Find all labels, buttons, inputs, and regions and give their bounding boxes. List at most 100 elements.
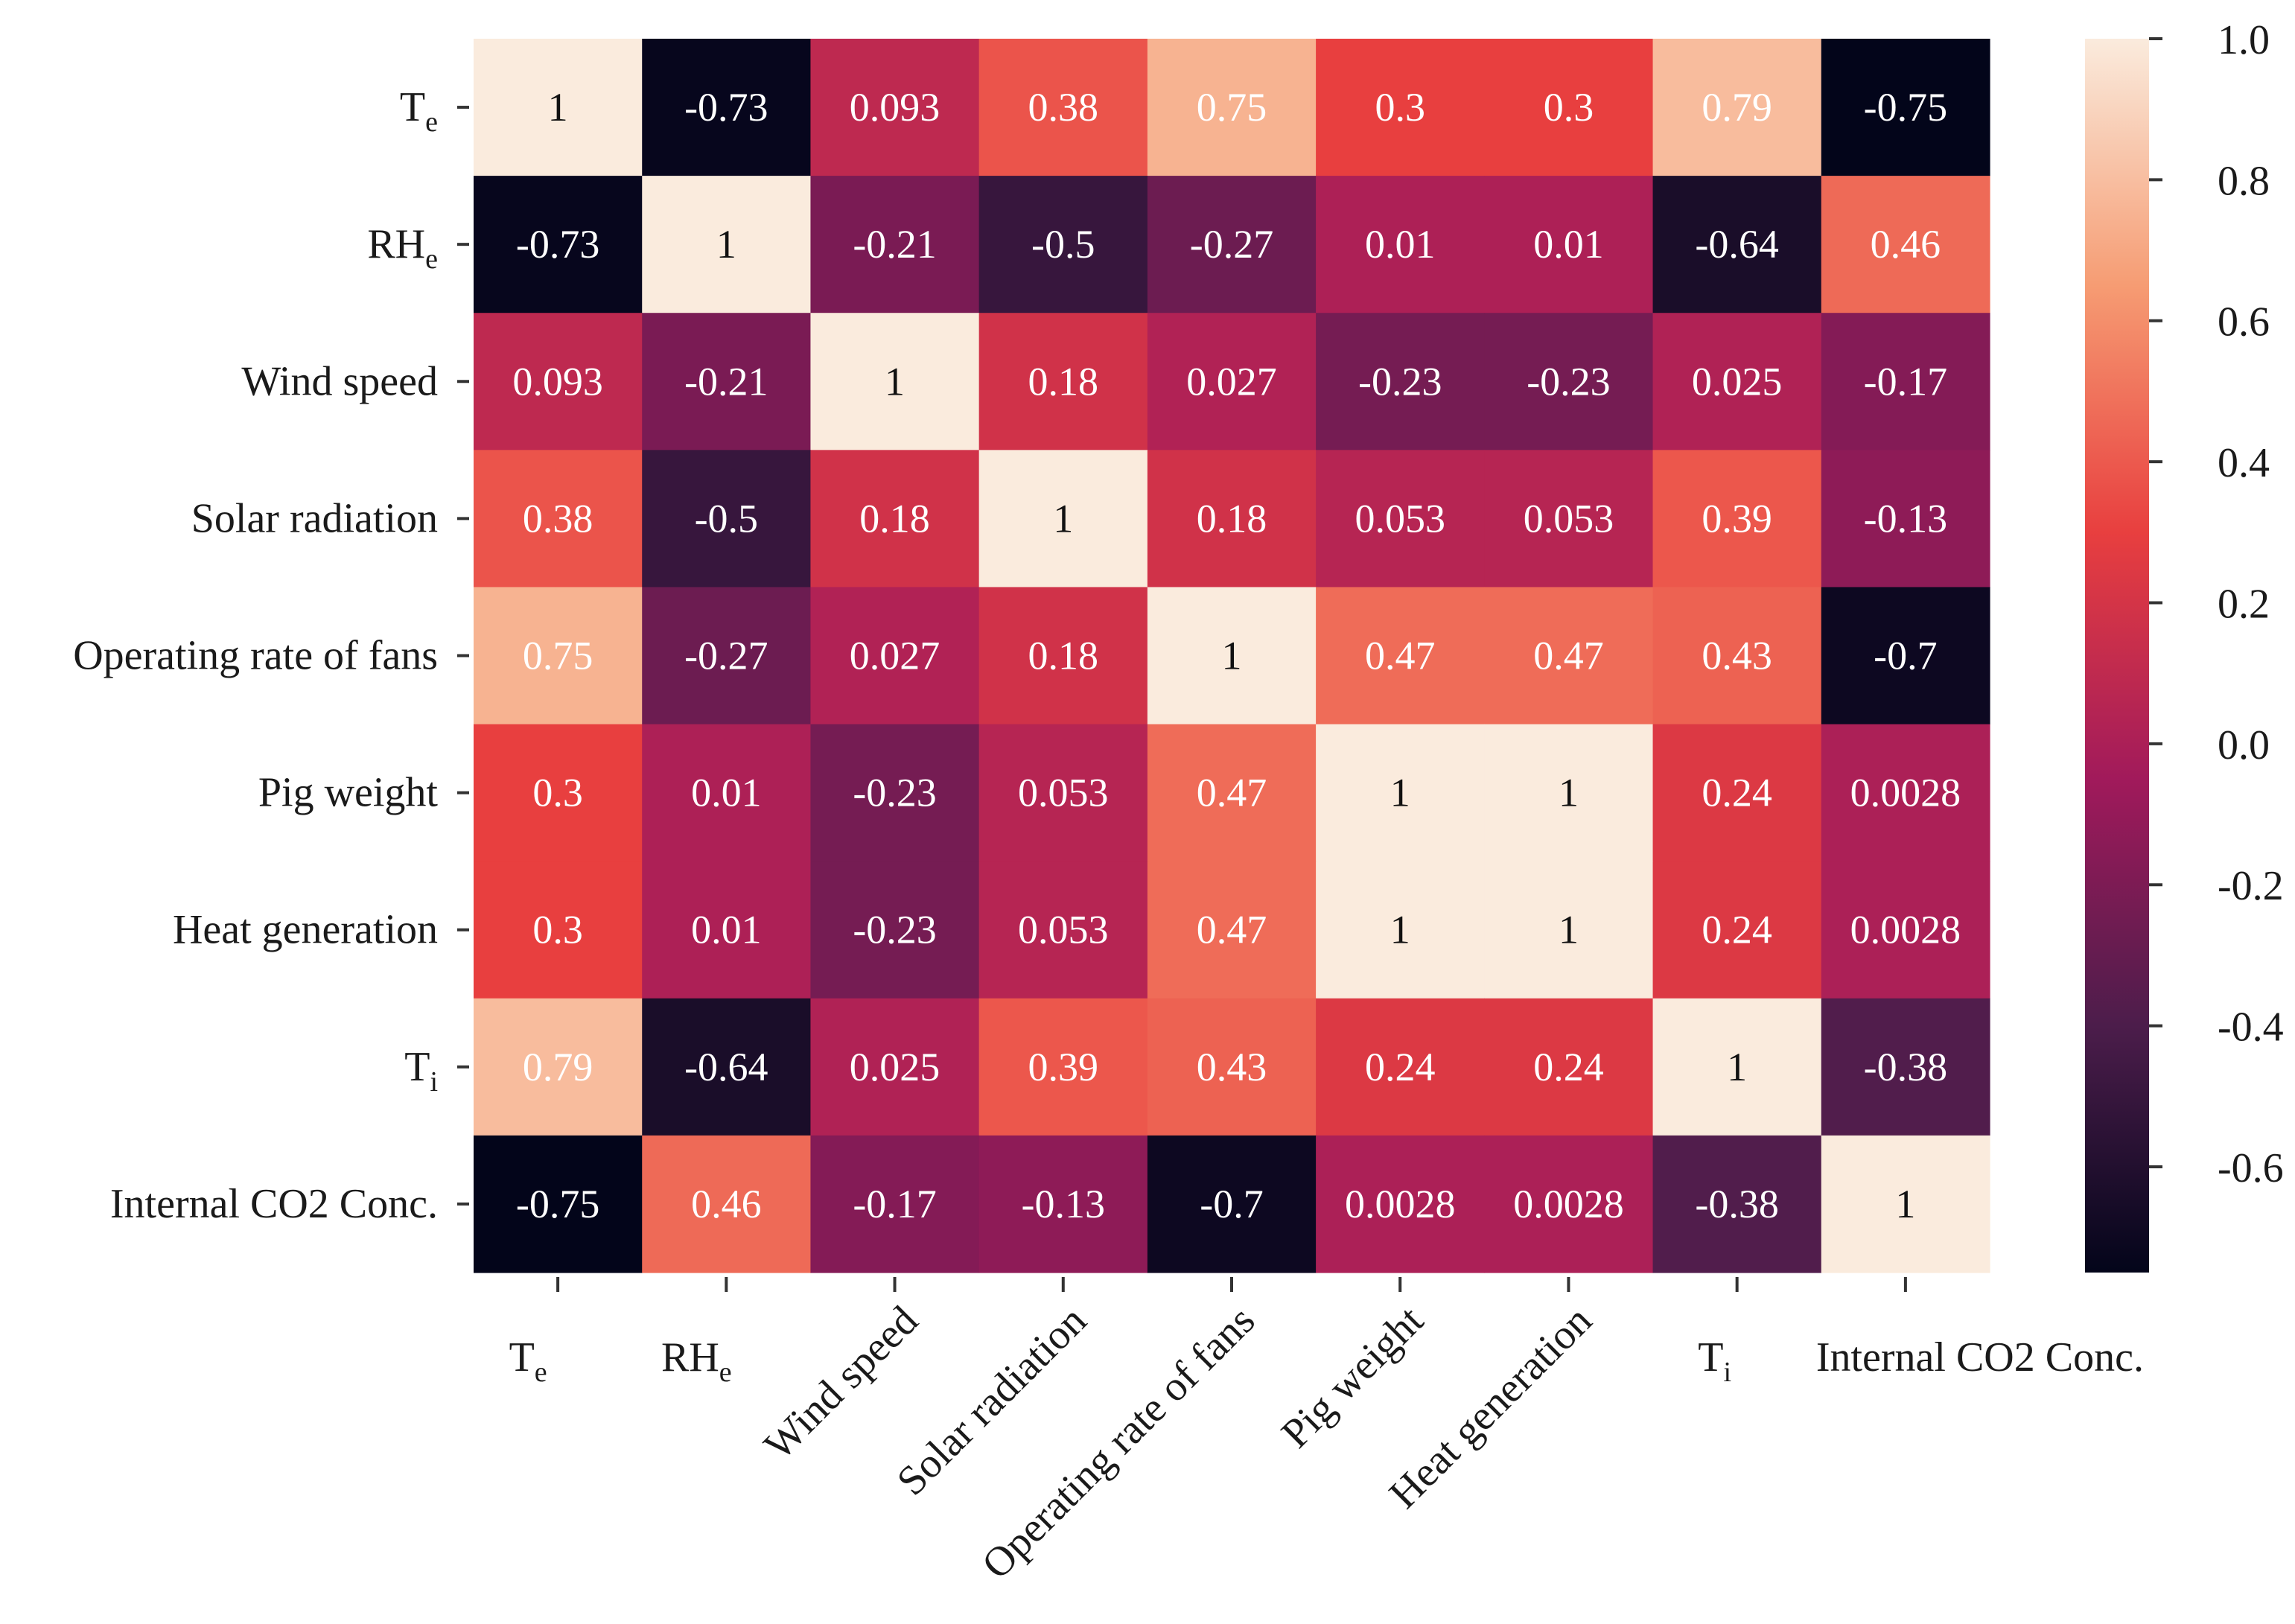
colorbar-tick-label: -0.6 (2218, 1145, 2284, 1191)
heatmap-cell-r6-c2 (810, 861, 980, 999)
heatmap-cell-r8-c3 (978, 1135, 1148, 1273)
heatmap-cell-r2-c7 (1652, 313, 1822, 450)
colorbar-tick-label: 0.8 (2218, 158, 2270, 204)
cell-value-r8-c1: 0.46 (691, 1182, 762, 1226)
cell-value-r7-c6: 0.24 (1533, 1045, 1604, 1089)
cell-value-r2-c6: -0.23 (1527, 359, 1610, 404)
cell-value-r7-c7: 1 (1727, 1045, 1747, 1089)
colorbar-tick-label: 0.4 (2218, 440, 2270, 486)
colorbar: 1.0 0.8 0.6 0.4 0.2 0.0 -0.2 -0.4 -0.6 (2085, 17, 2284, 1273)
cell-value-r6-c0: 0.3 (532, 908, 583, 952)
heatmap-cell-r1-c7 (1652, 176, 1822, 313)
heatmap-cell-r7-c7 (1652, 998, 1822, 1136)
heatmap-cell-r0-c5 (1316, 39, 1485, 176)
cell-value-r7-c0: 0.79 (523, 1045, 593, 1089)
cell-value-r5-c0: 0.3 (532, 771, 583, 815)
cell-value-r6-c5: 1 (1390, 908, 1410, 952)
heatmap-cell-labels: 1 -0.73 0.093 0.38 0.75 0.3 0.3 0.79 -0.75 -0.73 1… (512, 85, 1961, 1226)
heatmap-cell-r7-c5 (1316, 998, 1485, 1136)
heatmap-cell-r8-c1 (642, 1135, 812, 1273)
colorbar-tick-label: -0.2 (2218, 863, 2284, 909)
heatmap-cell-r8-c6 (1484, 1135, 1654, 1273)
heatmap-cell-r0-c0 (474, 39, 643, 176)
cell-value-r0-c6: 0.3 (1544, 85, 1594, 130)
cell-value-r4-c2: 0.027 (850, 634, 940, 678)
cell-value-r0-c1: -0.73 (684, 85, 768, 130)
colorbar-tick-label: 0.0 (2218, 722, 2270, 768)
heatmap-cell-r5-c4 (1147, 724, 1317, 862)
cell-value-r1-c8: 0.46 (1871, 222, 1941, 267)
heatmap-cell-r2-c8 (1821, 313, 1990, 450)
heatmap-cell-r7-c8 (1821, 998, 1990, 1136)
cell-value-r1-c4: -0.27 (1190, 222, 1273, 267)
heatmap-cell-r7-c4 (1147, 998, 1317, 1136)
heatmap-cell-r8-c5 (1316, 1135, 1485, 1273)
cell-value-r7-c3: 0.39 (1028, 1045, 1099, 1089)
heatmap-cell-r1-c5 (1316, 176, 1485, 313)
x-tick-label-2: Wind speed (755, 1297, 926, 1468)
heatmap-cell-r7-c0 (474, 998, 643, 1136)
heatmap-cell-r1-c0 (474, 176, 643, 313)
cell-value-r5-c2: -0.23 (853, 771, 936, 815)
cell-value-r8-c3: -0.13 (1022, 1182, 1105, 1226)
heatmap-cell-r4-c2 (810, 587, 980, 725)
cell-value-r1-c3: -0.5 (1031, 222, 1095, 267)
heatmap-cell-r4-c5 (1316, 587, 1485, 725)
cell-value-r4-c1: -0.27 (684, 634, 768, 678)
heatmap-cell-r5-c3 (978, 724, 1148, 862)
cell-value-r5-c8: 0.0028 (1850, 771, 1961, 815)
cell-value-r1-c7: -0.64 (1695, 222, 1778, 267)
cell-value-r1-c2: -0.21 (853, 222, 936, 267)
cell-value-r4-c7: 0.43 (1702, 634, 1772, 678)
x-tick-label-7: Ti (1698, 1334, 1731, 1388)
heatmap-cell-r4-c0 (474, 587, 643, 725)
heatmap-cell-r3-c3 (978, 450, 1148, 588)
cell-value-r6-c1: 0.01 (691, 908, 762, 952)
cell-value-r2-c2: 1 (885, 359, 905, 404)
cell-value-r0-c2: 0.093 (850, 85, 940, 130)
cell-value-r6-c3: 0.053 (1018, 908, 1109, 952)
cell-value-r2-c0: 0.093 (512, 359, 603, 404)
heatmap-cell-r7-c6 (1484, 998, 1654, 1136)
y-tick-label-0: Te (400, 84, 438, 138)
cell-value-r2-c3: 0.18 (1028, 359, 1099, 404)
cell-value-r5-c7: 0.24 (1702, 771, 1772, 815)
cell-value-r5-c4: 0.47 (1197, 771, 1267, 815)
heatmap-cell-r0-c1 (642, 39, 812, 176)
cell-value-r0-c8: -0.75 (1864, 85, 1947, 130)
x-tick-label-5: Pig weight (1273, 1297, 1433, 1457)
heatmap-cell-r1-c2 (810, 176, 980, 313)
cell-value-r4-c4: 1 (1222, 634, 1242, 678)
cell-value-r2-c8: -0.17 (1864, 359, 1947, 404)
cell-value-r3-c5: 0.053 (1355, 496, 1445, 541)
cell-value-r7-c5: 0.24 (1365, 1045, 1436, 1089)
cell-value-r2-c4: 0.027 (1186, 359, 1277, 404)
heatmap-cell-r3-c2 (810, 450, 980, 588)
y-tick-label-3: Solar radiation (191, 495, 438, 541)
heatmap-cell-r8-c0 (474, 1135, 643, 1273)
cell-value-r0-c3: 0.38 (1028, 85, 1099, 130)
cell-value-r3-c6: 0.053 (1524, 496, 1614, 541)
cell-value-r0-c7: 0.79 (1702, 85, 1772, 130)
cell-value-r7-c1: -0.64 (684, 1045, 768, 1089)
heatmap-cell-r3-c0 (474, 450, 643, 588)
cell-value-r3-c3: 1 (1053, 496, 1073, 541)
heatmap-cell-r2-c1 (642, 313, 812, 450)
heatmap-cell-r2-c5 (1316, 313, 1485, 450)
cell-value-r0-c5: 0.3 (1375, 85, 1425, 130)
cell-value-r1-c0: -0.73 (516, 222, 599, 267)
y-tick-label-8: Internal CO2 Conc. (110, 1181, 438, 1227)
heatmap-cell-r2-c0 (474, 313, 643, 450)
heatmap-cell-r6-c7 (1652, 861, 1822, 999)
cell-value-r3-c7: 0.39 (1702, 496, 1772, 541)
cell-value-r5-c6: 1 (1559, 771, 1579, 815)
heatmap-cell-r6-c8 (1821, 861, 1990, 999)
x-tick-label-1: RHe (661, 1334, 732, 1388)
cell-value-r1-c5: 0.01 (1365, 222, 1436, 267)
cell-value-r4-c0: 0.75 (523, 634, 593, 678)
cell-value-r8-c0: -0.75 (516, 1182, 599, 1226)
heatmap-cell-r1-c1 (642, 176, 812, 313)
heatmap-cell-r5-c7 (1652, 724, 1822, 862)
heatmap-cell-r6-c5 (1316, 861, 1485, 999)
